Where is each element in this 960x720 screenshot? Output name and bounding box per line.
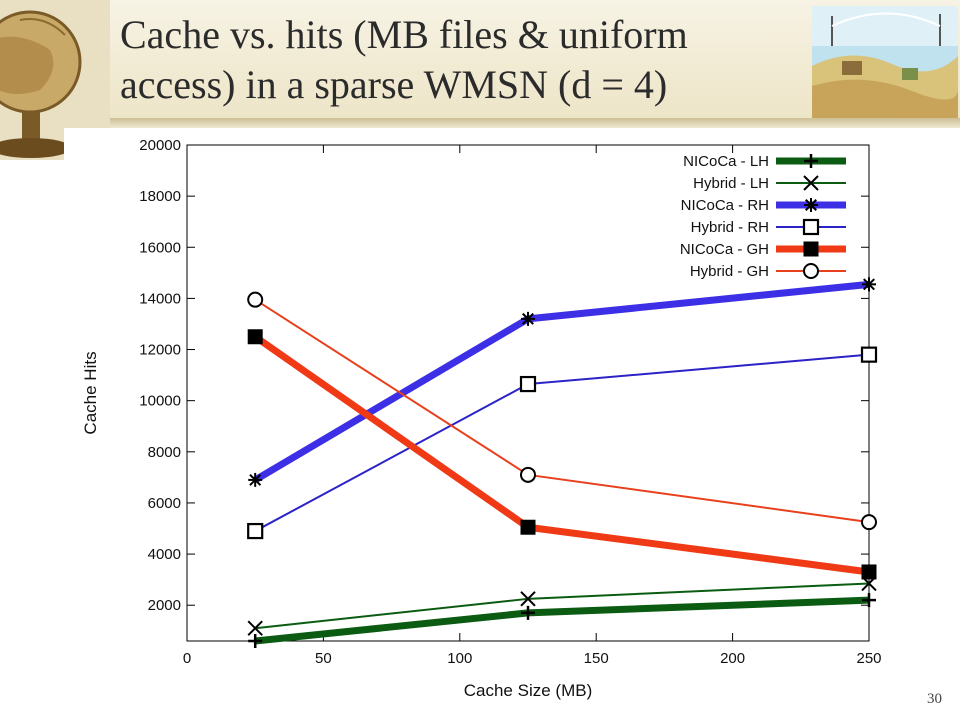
y-tick-label: 14000 bbox=[139, 290, 181, 307]
series-3-point bbox=[248, 472, 263, 487]
series-2-point bbox=[247, 620, 263, 636]
x-tick-label: 150 bbox=[584, 650, 609, 667]
legend-label: NICoCa - GH bbox=[680, 241, 769, 258]
series-6-point bbox=[247, 291, 264, 308]
y-tick-label: 10000 bbox=[139, 393, 181, 410]
series-1-point bbox=[862, 593, 876, 608]
x-axis-label: Cache Size (MB) bbox=[464, 681, 592, 700]
legend-label: NICoCa - RH bbox=[681, 197, 769, 214]
series-line-5 bbox=[253, 333, 870, 576]
legend-label: Hybrid - GH bbox=[690, 263, 769, 280]
y-tick-label: 12000 bbox=[139, 342, 181, 359]
legend-marker bbox=[802, 218, 820, 236]
series-1-point bbox=[521, 605, 535, 620]
series-5-point bbox=[247, 329, 263, 345]
legend-label: Hybrid - RH bbox=[691, 219, 769, 236]
legend-marker bbox=[803, 175, 819, 191]
plot-frame bbox=[186, 144, 870, 642]
series-line-4 bbox=[254, 353, 870, 532]
y-tick-label: 20000 bbox=[139, 137, 181, 154]
slide-header bbox=[0, 0, 960, 118]
y-tick-label: 2000 bbox=[148, 597, 181, 614]
legend-label: NICoCa - LH bbox=[683, 153, 769, 170]
series-6-point bbox=[861, 514, 877, 531]
series-4-point bbox=[247, 522, 264, 540]
legend-label: Hybrid - LH bbox=[693, 175, 769, 192]
series-line-3 bbox=[253, 280, 870, 483]
y-tick-label: 4000 bbox=[148, 546, 181, 563]
series-3-point bbox=[862, 277, 876, 292]
cache-hits-chart: 0 50 100 150 200 250 2000 4000 6000 8000 10000 1200… bbox=[81, 137, 882, 700]
slide-title-line-2: access) in a sparse WMSN (d = 4) bbox=[120, 62, 668, 107]
series-3-point bbox=[521, 311, 535, 326]
chart-panel: 0 50 100 150 200 250 2000 4000 6000 8000 10000 1200… bbox=[64, 128, 896, 710]
globe-image bbox=[0, 0, 110, 160]
x-tick-label: 250 bbox=[856, 650, 881, 667]
y-tick-label: 8000 bbox=[148, 444, 181, 461]
x-tick-label: 200 bbox=[720, 650, 745, 667]
series-4-point bbox=[860, 346, 878, 363]
y-tick-label: 6000 bbox=[148, 495, 181, 512]
series-6-point bbox=[520, 466, 536, 483]
legend-marker bbox=[803, 241, 819, 257]
y-tick-label: 18000 bbox=[139, 188, 181, 205]
y-tick-label: 16000 bbox=[139, 239, 181, 256]
legend-marker bbox=[804, 154, 818, 168]
header-divider bbox=[0, 118, 960, 128]
slide-title: Cache vs. hits (MB files & uniform acces… bbox=[120, 10, 810, 110]
series-line-6 bbox=[254, 298, 870, 524]
legend-marker bbox=[804, 198, 818, 212]
slide-title-line-1: Cache vs. hits (MB files & uniform bbox=[120, 12, 688, 57]
page-number: 30 bbox=[927, 691, 942, 707]
x-tick-label: 50 bbox=[315, 650, 332, 667]
x-tick-label: 100 bbox=[447, 650, 472, 667]
series-2-point bbox=[520, 591, 536, 607]
x-tick-label: 0 bbox=[183, 650, 191, 667]
series-5-point bbox=[861, 564, 877, 580]
network-illustration-image bbox=[812, 6, 958, 118]
y-axis-label: Cache Hits bbox=[81, 351, 100, 434]
legend-marker bbox=[803, 263, 819, 279]
series-1-point bbox=[248, 634, 263, 648]
series-4-point bbox=[519, 375, 537, 393]
series-5-point bbox=[520, 519, 536, 535]
series-line-1 bbox=[254, 596, 870, 645]
